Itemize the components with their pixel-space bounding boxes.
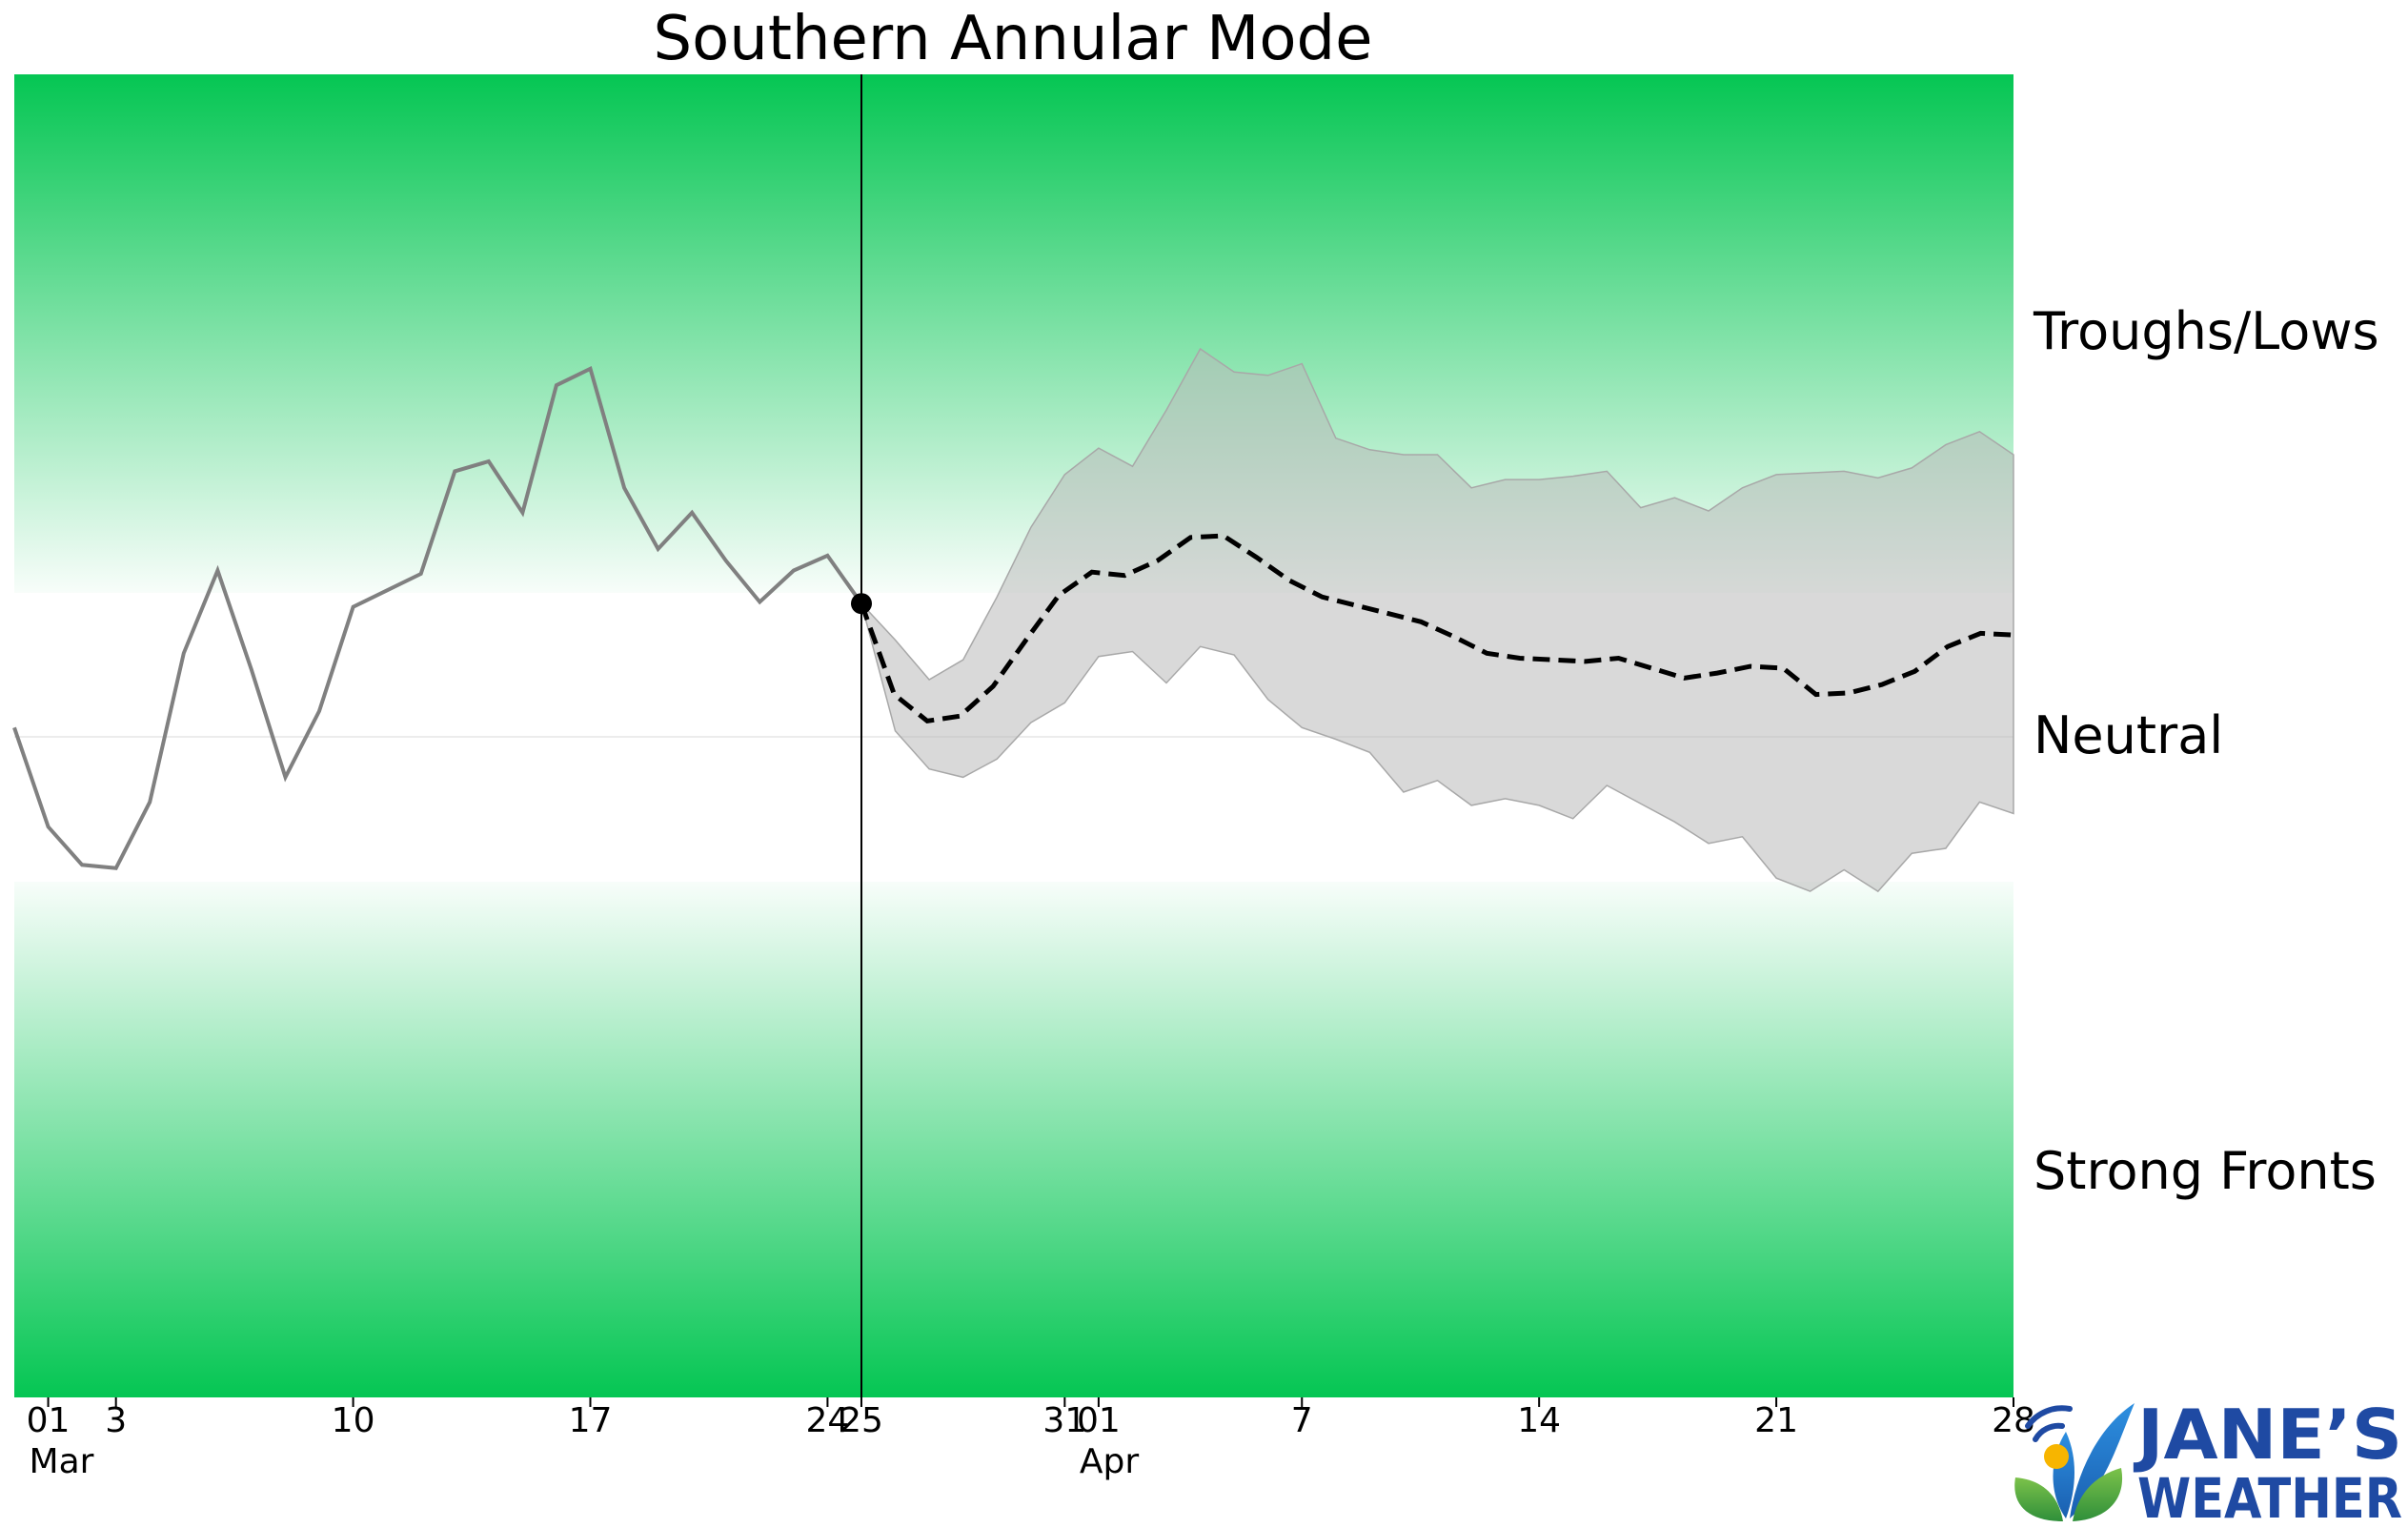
strong-fronts-band <box>14 882 2013 1397</box>
x-tick-label: 21 <box>1754 1401 1798 1440</box>
logo-mark-icon <box>2014 1403 2135 1521</box>
observed-sam-line <box>12 365 863 870</box>
x-month-label: Mar <box>30 1442 94 1481</box>
x-month-label: Apr <box>1080 1442 1139 1481</box>
x-tick-label: 28 <box>1992 1401 2035 1440</box>
x-tick-label: 7 <box>1291 1401 1313 1440</box>
band-label-troughs: Troughs/Lows <box>2033 301 2379 361</box>
logo-line1: JANE’S <box>2133 1395 2402 1475</box>
chart-title: Southern Annular Mode <box>654 4 1373 74</box>
janes-weather-logo: JANE’S WEATHER <box>2014 1395 2402 1528</box>
logo-line2: WEATHER <box>2137 1466 2402 1528</box>
forecast-mean-line <box>859 533 2014 724</box>
x-tick-label: 25 <box>840 1401 883 1440</box>
x-tick-label: 17 <box>569 1401 613 1440</box>
x-tick-label: 31 <box>1042 1401 1086 1440</box>
x-tick-label: 14 <box>1517 1401 1561 1440</box>
x-tick-label: 24 <box>806 1401 850 1440</box>
x-tick-label: 3 <box>105 1401 127 1440</box>
forecast-spread-band <box>860 347 2014 893</box>
current-value-marker <box>851 593 872 615</box>
x-tick-label: 10 <box>332 1401 375 1440</box>
x-tick-label: 01 <box>27 1401 71 1440</box>
band-label-strong-fronts: Strong Fronts <box>2034 1141 2377 1201</box>
band-label-neutral: Neutral <box>2034 705 2223 765</box>
x-tick-label: 01 <box>1077 1401 1121 1440</box>
